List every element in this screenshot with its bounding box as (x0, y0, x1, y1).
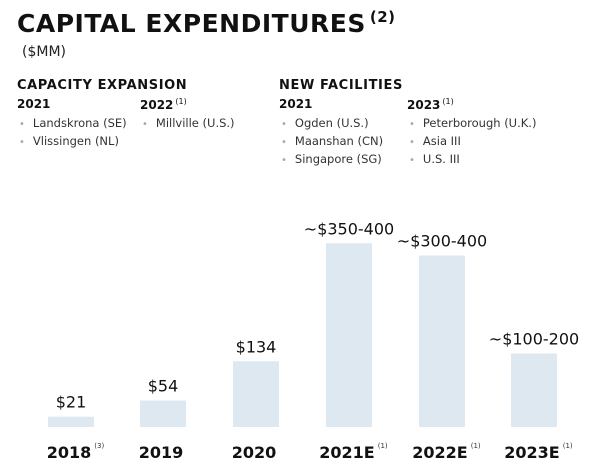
data-label-2018: $21 (56, 393, 87, 412)
year-label: 2021 (17, 97, 51, 111)
facilities-year-2023: 2023 (1) (407, 97, 454, 112)
tick-footnote-2022E: (1) (471, 442, 481, 450)
facilities-year-2021: 2021 (279, 97, 312, 111)
capacity-expansion-title: CAPACITY EXPANSION (17, 78, 188, 93)
list-item: Maanshan (CN) (281, 132, 383, 150)
capacity-2022-list: Millville (U.S.) (142, 114, 235, 132)
bar-2018 (48, 416, 94, 427)
title-footnote: (2) (369, 8, 396, 26)
new-facilities-title: NEW FACILITIES (279, 78, 403, 93)
tick-label-2018: 2018 (47, 443, 92, 462)
year-footnote: (1) (175, 97, 187, 106)
year-footnote: (1) (442, 97, 454, 106)
data-label-2021E: ~$350-400 (304, 219, 394, 238)
year-label: 2022 (140, 98, 174, 112)
bar-2020 (233, 361, 279, 427)
list-item: Asia III (409, 132, 536, 150)
bar-2021E (326, 243, 372, 427)
tick-footnote-2021E: (1) (378, 442, 388, 450)
tick-footnote-2023E: (1) (563, 442, 573, 450)
capacity-year-2022: 2022 (1) (140, 97, 187, 112)
list-item: Millville (U.S.) (142, 114, 235, 132)
tick-label-2019: 2019 (139, 443, 184, 462)
title-text: CAPITAL EXPENDITURES (17, 9, 366, 38)
units-label: ($MM) (22, 44, 66, 60)
capacity-year-2021: 2021 (17, 97, 50, 111)
tick-label-2022E: 2022E (412, 443, 467, 462)
bar-2023E (511, 353, 557, 427)
list-item: Ogden (U.S.) (281, 114, 383, 132)
list-item: Singapore (SG) (281, 150, 383, 168)
bar-2019 (140, 400, 186, 427)
tick-label-2021E: 2021E (319, 443, 374, 462)
list-item: Landskrona (SE) (19, 114, 127, 132)
list-item: Peterborough (U.K.) (409, 114, 537, 132)
year-label: 2021 (279, 97, 313, 111)
tick-footnote-2018: (3) (94, 442, 104, 450)
data-label-2023E: ~$100-200 (489, 330, 579, 349)
data-label-2020: $134 (236, 337, 277, 356)
bar-2022E (419, 255, 465, 427)
list-item: Vlissingen (NL) (19, 132, 127, 150)
data-label-2022E: ~$300-400 (397, 232, 487, 251)
tick-label-2020: 2020 (232, 443, 277, 462)
year-label: 2023 (407, 98, 441, 112)
tick-label-2023E: 2023E (504, 443, 559, 462)
facilities-2021-list: Ogden (U.S.) Maanshan (CN) Singapore (SG… (281, 114, 383, 168)
capacity-2021-list: Landskrona (SE) Vlissingen (NL) (19, 114, 127, 150)
facilities-2023-list: Peterborough (U.K.) Asia III U.S. III (409, 114, 537, 168)
list-item: U.S. III (409, 150, 536, 168)
data-label-2019: $54 (148, 377, 179, 396)
page-title: CAPITAL EXPENDITURES (2) (17, 8, 396, 38)
